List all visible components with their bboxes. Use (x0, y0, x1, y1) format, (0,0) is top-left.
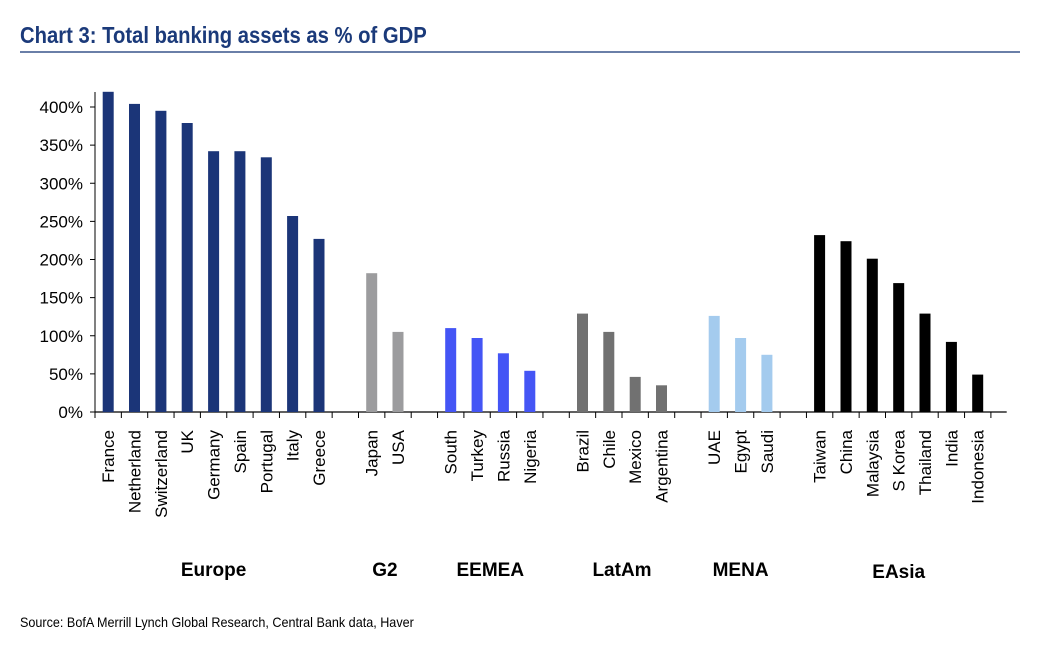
bar-south (445, 328, 457, 412)
x-tick-label: Thailand (916, 430, 935, 495)
bar-turkey (471, 338, 483, 412)
x-tick-label: India (942, 429, 961, 466)
bar-nigeria (524, 370, 536, 412)
group-label-europe: Europe (181, 560, 246, 581)
x-tick-label: Switzerland (152, 430, 171, 518)
group-label-mena: MENA (713, 560, 769, 581)
bar-france (102, 91, 114, 413)
x-tick-label: Saudi (758, 430, 777, 473)
x-tick-label: Portugal (257, 430, 276, 493)
title-underline (20, 51, 1020, 53)
x-tick-label: Egypt (732, 430, 751, 474)
y-tick-label: 50% (49, 365, 83, 384)
bar-mexico (629, 376, 641, 412)
y-tick-label: 100% (40, 327, 83, 346)
x-tick-label: Malaysia (863, 429, 882, 497)
x-axis (94, 411, 1007, 418)
x-tick-label: Brazil (574, 430, 593, 473)
bar-brazil (577, 313, 588, 412)
bar-switzerland (155, 110, 167, 413)
y-tick-label: 300% (40, 174, 83, 193)
x-tick-label: Taiwan (811, 430, 830, 483)
y-axis: 0% 50% 100% 150% 200% 250% 300% 350% 400% (40, 92, 96, 422)
bar-italy (287, 216, 299, 412)
bar-chile (603, 331, 615, 412)
group-label-g2: G2 (372, 560, 397, 581)
bar-argentina (656, 385, 667, 412)
x-tick-label: Chile (600, 430, 619, 469)
bar-russia (497, 353, 509, 412)
x-tick-label: UK (178, 429, 197, 453)
y-tick-label: 200% (40, 251, 83, 270)
bar-netherland (129, 103, 140, 413)
bar-malaysia (866, 258, 878, 412)
x-tick-label: South (442, 430, 461, 474)
y-tick-label: 350% (40, 136, 83, 155)
chart-title: Chart 3: Total banking assets as % of GD… (20, 22, 427, 48)
bar-s-korea (893, 283, 905, 412)
x-tick-label: Indonesia (969, 429, 988, 503)
bar-china (840, 241, 852, 412)
x-tick-label: Netherland (126, 430, 145, 513)
x-tick-label: Argentina (653, 429, 672, 502)
y-tick-label: 0% (58, 403, 83, 422)
x-tick-label: Germany (205, 430, 224, 500)
bar-thailand (919, 313, 931, 412)
y-tick-label: 150% (40, 289, 83, 308)
bar-usa (392, 331, 404, 412)
x-tick-label: Italy (284, 430, 303, 462)
x-tick-label: France (99, 430, 118, 483)
x-tick-label: China (837, 429, 856, 474)
group-label-easia: EAsia (872, 562, 925, 583)
bars (102, 91, 984, 413)
x-tick-label: Japan (363, 430, 382, 476)
x-tick-label: Spain (231, 430, 250, 473)
y-tick-label: 250% (40, 212, 83, 231)
bar-greece (313, 238, 325, 412)
x-tick-label: Nigeria (521, 429, 540, 483)
x-tick-label: Mexico (626, 430, 645, 484)
x-tick-label: UAE (705, 430, 724, 465)
source-note: Source: BofA Merrill Lynch Global Resear… (20, 614, 414, 630)
bar-egypt (735, 338, 747, 412)
x-tick-label: USA (389, 429, 408, 465)
bar-spain (234, 151, 246, 412)
group-label-latam: LatAm (592, 560, 651, 581)
bar-japan (366, 273, 378, 412)
group-label-eemea: EEMEA (457, 560, 525, 581)
bar-saudi (761, 354, 773, 412)
bar-uae (708, 315, 720, 412)
bar-uk (181, 123, 193, 412)
bar-india (945, 341, 957, 412)
x-tick-labels: France Netherland Switzerland UK Germany Spai… (99, 429, 988, 518)
group-labels: Europe G2 EEMEA LatAm MENA EAsia (181, 560, 926, 583)
bar-germany (208, 151, 220, 412)
y-tick-label: 400% (40, 98, 83, 117)
x-tick-label: Greece (310, 430, 329, 486)
bar-portugal (260, 157, 272, 412)
x-tick-label: Russia (494, 429, 513, 482)
bar-taiwan (814, 235, 826, 412)
bar-indonesia (972, 374, 984, 412)
x-tick-label: Turkey (468, 430, 487, 482)
x-tick-label: S Korea (890, 429, 909, 491)
